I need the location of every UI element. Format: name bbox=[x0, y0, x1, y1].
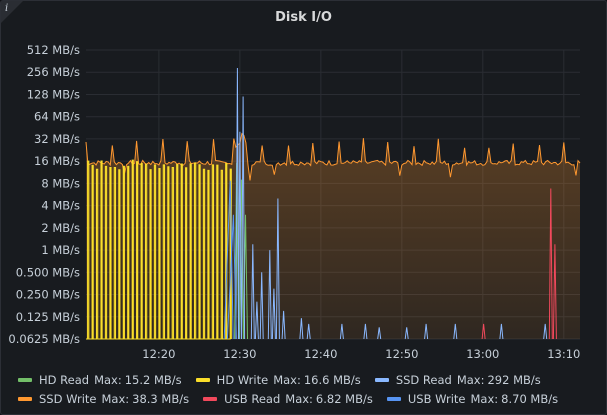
series-ssd-read-spike bbox=[306, 323, 311, 340]
x-axis: 12:20 12:30 12:40 12:50 13:00 13:10 bbox=[142, 347, 580, 361]
y-tick-label: 16 MB/s bbox=[34, 154, 80, 168]
legend-max-label: Max: bbox=[456, 372, 485, 387]
series-usb-read-spike bbox=[481, 323, 486, 340]
series-ssd-read-spike bbox=[241, 96, 246, 340]
y-tick-label: 512 MB/s bbox=[27, 43, 80, 57]
legend-max-label: Max: bbox=[273, 372, 301, 387]
legend-series-name: SSD Write bbox=[39, 391, 97, 406]
legend-row: HD Read Max: 15.2 MB/s HD Write Max: 16.6 MB/… bbox=[18, 370, 593, 389]
legend-item[interactable]: USB Write Max: 8.70 MB/s bbox=[386, 391, 559, 406]
series-ssd-read-spike bbox=[453, 323, 458, 340]
legend-max-label: Max: bbox=[94, 372, 122, 387]
series-usb-read-spike bbox=[548, 188, 553, 340]
series-layer bbox=[85, 67, 581, 340]
legend-max-value: 38.3 MB/s bbox=[132, 391, 190, 406]
series-usb-read-spike bbox=[552, 244, 557, 340]
legend-swatch bbox=[374, 377, 389, 382]
series-ssd-read-spike bbox=[499, 323, 504, 340]
series-ssd-read-spike bbox=[271, 288, 276, 340]
series-ssd-read-spike bbox=[339, 323, 344, 340]
legend-series-name: USB Write bbox=[407, 391, 466, 406]
legend-item[interactable]: SSD Write Max: 38.3 MB/s bbox=[18, 392, 189, 406]
legend-item[interactable]: HD Write Max: 16.6 MB/s bbox=[195, 372, 361, 387]
y-tick-label: 0.0625 MB/s bbox=[8, 332, 80, 346]
y-tick-label: 64 MB/s bbox=[34, 110, 80, 124]
series-ssd-read-spike bbox=[377, 327, 382, 340]
y-tick-label: 0.250 MB/s bbox=[16, 288, 80, 302]
legend-series-name: HD Read bbox=[39, 372, 90, 387]
series-ssd-read-spike bbox=[267, 250, 272, 340]
series-ssd-read-spike bbox=[424, 323, 429, 340]
series-hd-read-spike bbox=[239, 179, 244, 340]
legend-series-name: HD Write bbox=[216, 372, 269, 387]
series-ssd-read-spike bbox=[281, 310, 286, 340]
legend-max-value: 15.2 MB/s bbox=[124, 372, 182, 387]
series-usb-write-spike bbox=[223, 180, 234, 340]
legend-max-value: 8.70 MB/s bbox=[501, 391, 559, 406]
y-axis: 512 MB/s 256 MB/s 128 MB/s 64 MB/s 32 MB/s 16… bbox=[8, 43, 80, 346]
x-tick-label: 12:20 bbox=[142, 347, 175, 361]
y-tick-label: 0.500 MB/s bbox=[16, 265, 80, 279]
y-tick-label: 8 MB/s bbox=[41, 176, 80, 190]
series-ssd-read-spike bbox=[543, 323, 548, 340]
legend-max-value: 16.6 MB/s bbox=[303, 372, 361, 387]
legend-swatch bbox=[386, 396, 401, 401]
legend-row: SSD Write Max: 38.3 MB/s USB Read Max: 6.82 M… bbox=[18, 389, 593, 408]
series-ssd-read-spike bbox=[275, 198, 280, 340]
y-tick-label: 0.125 MB/s bbox=[16, 310, 80, 324]
legend-max-label: Max: bbox=[285, 391, 313, 406]
x-tick-label: 13:00 bbox=[466, 347, 499, 361]
legend-max-label: Max: bbox=[101, 391, 130, 406]
legend: HD Read Max: 15.2 MB/s HD Write Max: 16.6 MB/… bbox=[18, 370, 593, 408]
legend-series-name: USB Read bbox=[224, 391, 281, 406]
info-icon[interactable]: i bbox=[5, 3, 9, 14]
series-ssd-read-spike bbox=[254, 301, 259, 340]
legend-max-value: 292 MB/s bbox=[487, 372, 541, 387]
panel-title[interactable]: Disk I/O bbox=[275, 10, 332, 25]
legend-swatch bbox=[18, 377, 32, 382]
series-hd-write-line bbox=[86, 159, 232, 340]
series-ssd-read-spike bbox=[237, 131, 242, 340]
x-tick-label: 12:30 bbox=[223, 347, 256, 361]
legend-series-name: SSD Read bbox=[395, 372, 452, 387]
y-tick-label: 32 MB/s bbox=[34, 132, 80, 146]
y-tick-label: 128 MB/s bbox=[27, 87, 80, 101]
y-tick-label: 2 MB/s bbox=[41, 221, 80, 235]
legend-max-value: 6.82 MB/s bbox=[315, 391, 373, 406]
series-ssd-read-spike bbox=[235, 67, 240, 340]
legend-item[interactable]: USB Read Max: 6.82 MB/s bbox=[203, 392, 373, 406]
legend-max-label: Max: bbox=[470, 391, 499, 406]
y-tick-label: 1 MB/s bbox=[41, 243, 80, 257]
legend-item[interactable]: SSD Read Max: 292 MB/s bbox=[374, 372, 541, 387]
x-tick-label: 13:10 bbox=[547, 347, 580, 361]
legend-swatch bbox=[203, 396, 218, 401]
info-corner[interactable] bbox=[1, 1, 23, 23]
series-ssd-read-spike bbox=[259, 272, 264, 340]
series-ssd-read-spike bbox=[363, 323, 368, 340]
series-ssd-read-spike bbox=[299, 318, 304, 340]
series-ssd-write-line bbox=[85, 132, 581, 181]
disk-io-chart: 512 MB/s 256 MB/s 128 MB/s 64 MB/s 32 MB/s 16… bbox=[8, 43, 581, 361]
legend-swatch bbox=[18, 396, 32, 401]
legend-swatch bbox=[195, 377, 210, 382]
y-tick-label: 256 MB/s bbox=[27, 65, 80, 79]
series-ssd-read-spike bbox=[250, 244, 255, 340]
legend-item[interactable]: HD Read Max: 15.2 MB/s bbox=[18, 373, 182, 387]
x-tick-label: 12:40 bbox=[304, 347, 337, 361]
y-tick-label: 4 MB/s bbox=[41, 199, 80, 213]
series-usb-write-spike bbox=[226, 214, 237, 340]
series-ssd-read-spike bbox=[404, 327, 409, 340]
x-tick-label: 12:50 bbox=[385, 347, 418, 361]
